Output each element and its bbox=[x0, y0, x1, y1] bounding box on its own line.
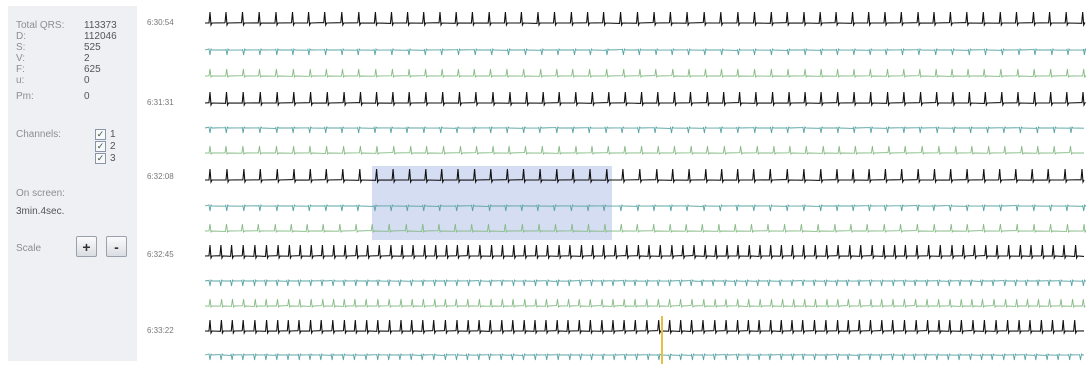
checkbox-icon[interactable]: ✓ bbox=[95, 153, 106, 164]
time-label: 6:33:22 bbox=[147, 326, 174, 335]
ecg-trace-channel-1 bbox=[205, 168, 1085, 185]
on-screen-value: 3min.4sec. bbox=[16, 206, 65, 217]
time-label: 6:31:31 bbox=[147, 98, 174, 107]
sidebar-panel bbox=[8, 6, 137, 361]
on-screen-label: On screen: bbox=[16, 188, 65, 199]
channel-checkbox-1[interactable]: ✓ 1 bbox=[95, 129, 116, 140]
stat-label: u: bbox=[16, 75, 25, 86]
stat-row: Pm: 0 bbox=[16, 91, 132, 102]
ecg-trace-channel-3 bbox=[204, 145, 1084, 155]
stat-value: 525 bbox=[84, 42, 101, 53]
stat-row: V: 2 bbox=[16, 53, 132, 64]
checkbox-icon[interactable]: ✓ bbox=[95, 129, 106, 140]
stat-row: F: 625 bbox=[16, 64, 132, 75]
ecg-trace-channel-2 bbox=[204, 126, 1085, 134]
stat-value: 625 bbox=[84, 64, 101, 75]
selection-region[interactable] bbox=[372, 166, 612, 240]
stat-row: u: 0 bbox=[16, 75, 132, 86]
stat-label: V: bbox=[16, 53, 26, 64]
stat-label: Total QRS: bbox=[16, 20, 65, 31]
stat-row: D: 112046 bbox=[16, 31, 132, 42]
channel-label: 3 bbox=[110, 153, 116, 164]
ecg-trace-channel-1 bbox=[204, 244, 1085, 261]
stat-row: Total QRS: 113373 bbox=[16, 20, 132, 31]
scale-minus-button[interactable]: - bbox=[106, 236, 127, 257]
ecg-trace-channel-1 bbox=[204, 319, 1085, 336]
ecg-trace-channel-2 bbox=[204, 48, 1086, 56]
stat-value: 0 bbox=[84, 75, 90, 86]
ecg-trace-channel-2 bbox=[204, 353, 1084, 361]
scale-label: Scale bbox=[16, 243, 42, 254]
stat-label: Pm: bbox=[16, 91, 34, 102]
checkbox-icon[interactable]: ✓ bbox=[95, 141, 106, 152]
time-label: 6:32:45 bbox=[147, 250, 174, 259]
ecg-trace-channel-1 bbox=[204, 91, 1086, 108]
channel-label: 2 bbox=[110, 141, 116, 152]
stat-value: 113373 bbox=[84, 20, 117, 31]
stat-value: 0 bbox=[84, 91, 90, 102]
ecg-trace-channel-1 bbox=[205, 11, 1086, 28]
ecg-trace-channel-2 bbox=[204, 279, 1086, 287]
channel-label: 1 bbox=[110, 129, 116, 140]
ecg-trace-channel-3 bbox=[204, 68, 1086, 78]
ecg-trace-channel-2 bbox=[204, 204, 1086, 212]
stat-row: S: 525 bbox=[16, 42, 132, 53]
stat-label: S: bbox=[16, 42, 26, 53]
stat-value: 112046 bbox=[84, 31, 117, 42]
stat-value: 2 bbox=[84, 53, 90, 64]
ecg-trace-channel-3 bbox=[204, 298, 1086, 308]
channel-checkbox-3[interactable]: ✓ 3 bbox=[95, 153, 116, 164]
scale-plus-button[interactable]: + bbox=[76, 236, 97, 257]
stat-label: D: bbox=[16, 31, 26, 42]
channel-checkbox-2[interactable]: ✓ 2 bbox=[95, 141, 116, 152]
channels-label: Channels: bbox=[16, 129, 62, 140]
time-label: 6:30:54 bbox=[147, 18, 174, 27]
ecg-trace-channel-3 bbox=[204, 223, 1086, 233]
time-label: 6:32:08 bbox=[147, 172, 174, 181]
stat-label: F: bbox=[16, 64, 25, 75]
